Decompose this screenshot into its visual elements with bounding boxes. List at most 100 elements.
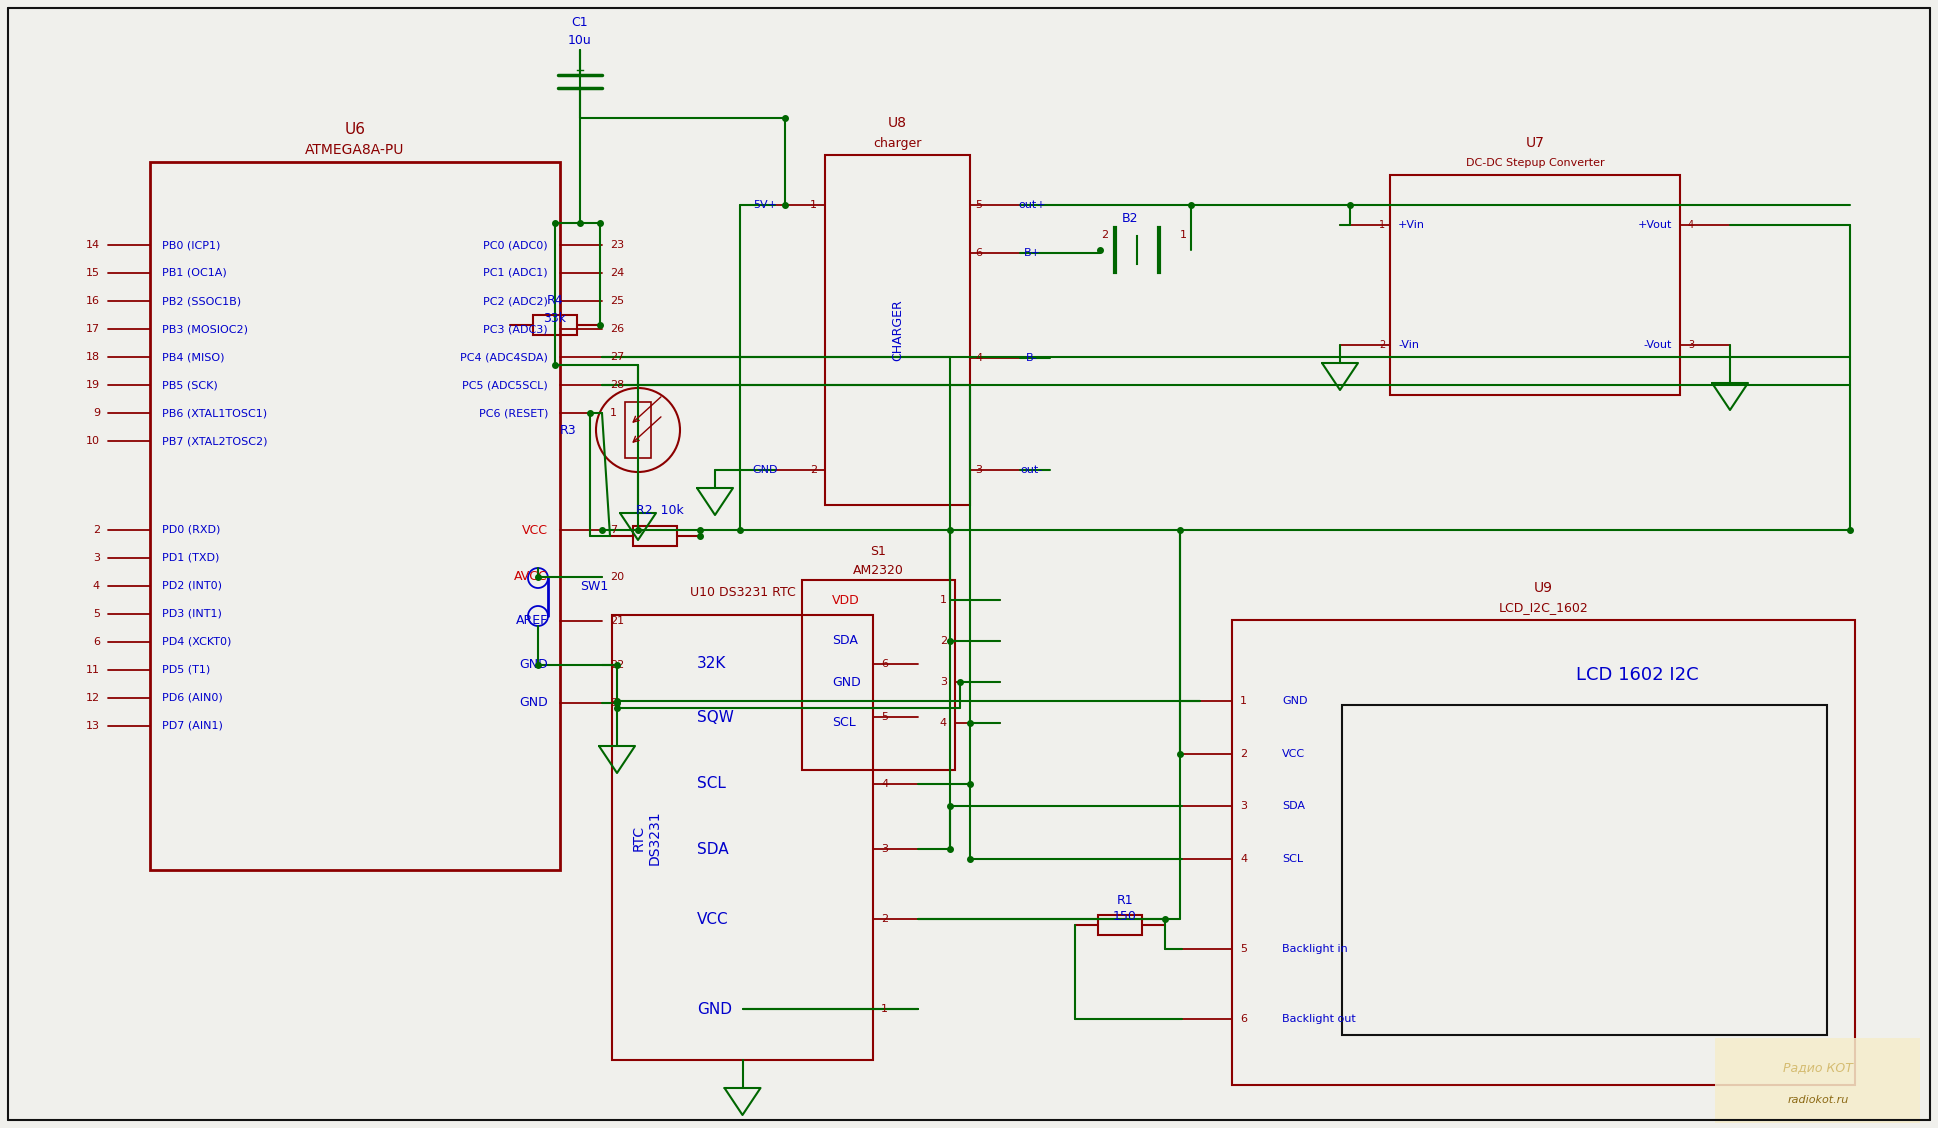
Text: C1: C1: [572, 16, 589, 28]
Text: PD7 (AIN1): PD7 (AIN1): [163, 721, 223, 731]
Text: B+: B+: [1023, 248, 1041, 258]
Text: out-: out-: [1021, 465, 1043, 475]
Text: R4: R4: [547, 293, 564, 307]
Text: 12: 12: [85, 693, 101, 703]
Text: 1: 1: [1180, 230, 1186, 240]
Text: 27: 27: [610, 352, 624, 362]
Text: 1: 1: [810, 200, 818, 210]
Text: U10 DS3231 RTC: U10 DS3231 RTC: [690, 587, 795, 599]
Text: U9: U9: [1535, 581, 1552, 594]
Text: 4: 4: [1240, 854, 1248, 864]
Text: 13: 13: [85, 721, 101, 731]
Text: 2: 2: [882, 914, 888, 924]
Text: 6: 6: [882, 659, 888, 669]
Text: -Vin: -Vin: [1397, 340, 1419, 350]
Text: 32K: 32K: [698, 656, 727, 671]
Text: SCL: SCL: [831, 716, 857, 730]
Text: PC0 (ADC0): PC0 (ADC0): [483, 240, 548, 250]
Text: U6: U6: [345, 123, 366, 138]
Text: VCC: VCC: [521, 523, 548, 537]
Bar: [612, 615, 872, 1060]
Text: B2: B2: [1122, 212, 1138, 224]
Bar: [1715, 1038, 1921, 1123]
Text: SDA: SDA: [698, 841, 729, 856]
Text: 16: 16: [85, 296, 101, 306]
Text: 5: 5: [975, 200, 983, 210]
Text: PB7 (XTAL2TOSC2): PB7 (XTAL2TOSC2): [163, 437, 267, 446]
Text: PB4 (MISO): PB4 (MISO): [163, 352, 225, 362]
Text: PC3 (ADC3): PC3 (ADC3): [483, 324, 548, 334]
Text: R1: R1: [1116, 893, 1134, 907]
Text: PD0 (RXD): PD0 (RXD): [163, 525, 221, 535]
Text: charger: charger: [874, 136, 922, 150]
Text: 3: 3: [93, 553, 101, 563]
Text: radiokot.ru: radiokot.ru: [1787, 1095, 1849, 1105]
Text: 21: 21: [610, 616, 624, 626]
Text: 2: 2: [93, 525, 101, 535]
Text: VCC: VCC: [698, 911, 729, 926]
Text: Backlight out: Backlight out: [1283, 1014, 1357, 1024]
Text: +Vin: +Vin: [1397, 220, 1424, 230]
Text: 14: 14: [85, 240, 101, 250]
Bar: [624, 402, 651, 458]
Bar: [634, 526, 676, 546]
Text: U8: U8: [888, 116, 907, 130]
Text: GND: GND: [1283, 696, 1308, 706]
Bar: [1099, 915, 1141, 935]
Text: SDA: SDA: [831, 634, 859, 647]
Text: SCL: SCL: [1283, 854, 1302, 864]
Text: 8: 8: [610, 698, 616, 708]
Text: R2  10k: R2 10k: [636, 504, 684, 518]
Text: 9: 9: [93, 408, 101, 418]
Text: 2: 2: [1378, 340, 1386, 350]
Text: PD5 (T1): PD5 (T1): [163, 666, 209, 675]
Text: R3: R3: [560, 423, 576, 437]
Text: PD1 (TXD): PD1 (TXD): [163, 553, 219, 563]
Text: 4: 4: [975, 353, 983, 363]
Bar: [1341, 705, 1828, 1036]
Text: 4: 4: [940, 719, 948, 728]
Bar: [802, 580, 955, 770]
Text: 22: 22: [610, 660, 624, 670]
Text: +Vout: +Vout: [1638, 220, 1672, 230]
Text: 2: 2: [1101, 230, 1109, 240]
Text: PD6 (AIN0): PD6 (AIN0): [163, 693, 223, 703]
Text: PD2 (INT0): PD2 (INT0): [163, 581, 223, 591]
Text: PC5 (ADC5SCL): PC5 (ADC5SCL): [463, 380, 548, 390]
Text: 3: 3: [940, 677, 948, 687]
Text: 1: 1: [940, 594, 948, 605]
Text: 6: 6: [975, 248, 983, 258]
Bar: [826, 155, 971, 505]
Text: AVCC: AVCC: [514, 571, 548, 583]
Text: 3: 3: [975, 465, 983, 475]
Text: 5: 5: [882, 712, 888, 722]
Text: 15: 15: [85, 268, 101, 277]
Text: CHARGER: CHARGER: [891, 299, 903, 361]
Text: 2: 2: [810, 465, 818, 475]
Text: VDD: VDD: [831, 593, 860, 607]
Text: VCC: VCC: [1283, 749, 1304, 759]
Text: PB5 (SCK): PB5 (SCK): [163, 380, 217, 390]
Text: 6: 6: [1240, 1014, 1246, 1024]
Text: 11: 11: [85, 666, 101, 675]
Text: SDA: SDA: [1283, 801, 1304, 811]
Text: PB2 (SSOC1B): PB2 (SSOC1B): [163, 296, 240, 306]
Text: 7: 7: [610, 525, 616, 535]
Text: GND: GND: [698, 1002, 733, 1016]
Bar: [533, 315, 578, 335]
Text: PB1 (OC1A): PB1 (OC1A): [163, 268, 227, 277]
Text: SW1: SW1: [579, 580, 609, 592]
Text: out+: out+: [1017, 200, 1047, 210]
Text: 25: 25: [610, 296, 624, 306]
Text: 5: 5: [93, 609, 101, 619]
Text: SCL: SCL: [698, 776, 727, 792]
Text: AREF: AREF: [516, 615, 548, 627]
Text: ATMEGA8A-PU: ATMEGA8A-PU: [306, 143, 405, 157]
Text: Backlight in: Backlight in: [1283, 944, 1347, 954]
Text: 2: 2: [1240, 749, 1248, 759]
Bar: [1233, 620, 1855, 1085]
Text: GND: GND: [831, 676, 860, 688]
Text: DC-DC Stepup Converter: DC-DC Stepup Converter: [1465, 158, 1605, 168]
Text: SQW: SQW: [698, 710, 735, 724]
Text: GND: GND: [752, 465, 777, 475]
